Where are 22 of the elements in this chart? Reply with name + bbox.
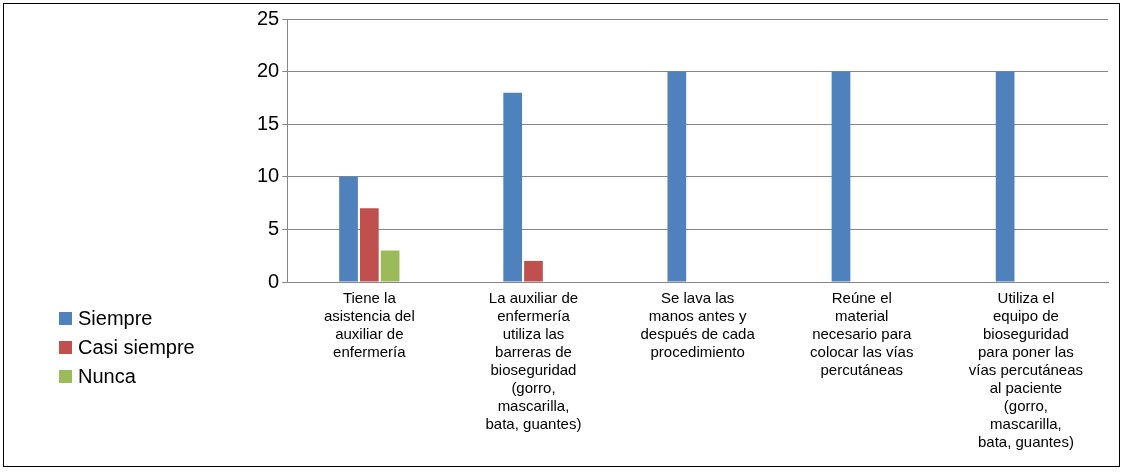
y-tick-label: 15: [257, 111, 280, 134]
bar: [667, 71, 687, 282]
y-tick-label: 20: [257, 59, 280, 82]
y-tick-label: 10: [257, 164, 280, 187]
legend-label: Siempre: [78, 307, 153, 330]
bar: [359, 208, 379, 282]
y-tick-label: 5: [268, 216, 280, 239]
bar: [503, 92, 523, 282]
bar: [995, 71, 1015, 282]
x-tick-label: Tiene la asistencia del auxiliar de enfermería: [323, 289, 415, 361]
bar: [524, 260, 543, 282]
bar: [339, 176, 358, 282]
category-label: Utiliza el equipo de bioseguridad para poner las vías percutáneas al paciente (gorro, mascarilla, bata, guantes): [968, 289, 1084, 451]
legend-label: Casi siempre: [78, 336, 195, 359]
x-tick-label: Reúne el material necesario para colocar las vías percutáneas: [810, 289, 914, 379]
x-tick-label: Se lava las manos antes y después de cada procedimiento: [640, 289, 756, 361]
bar: [380, 250, 400, 282]
y-tick-label: 0: [268, 269, 280, 292]
y-tick-label: 25: [257, 6, 280, 29]
legend-label: Nunca: [78, 365, 136, 388]
bar: [831, 71, 851, 282]
x-tick-label: La auxiliar de enfermería utiliza las barreras de bioseguridad (gorro, mascarilla, bata, guantes): [485, 289, 582, 433]
